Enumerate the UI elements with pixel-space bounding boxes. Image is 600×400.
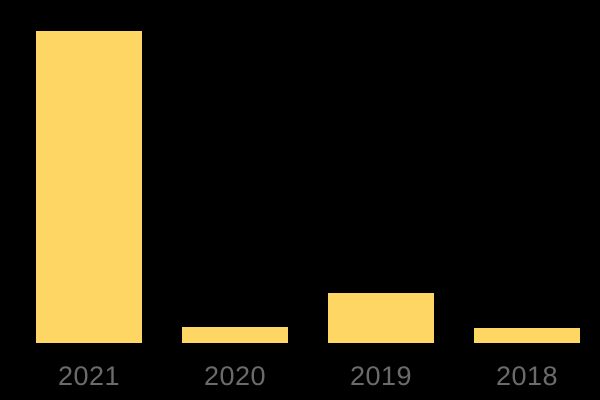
bar-2020 (182, 327, 288, 343)
x-tick-label-2019: 2019 (349, 361, 413, 391)
bar-2018 (474, 328, 580, 343)
bar-2019 (328, 293, 434, 343)
x-tick-label-2018: 2018 (495, 361, 559, 391)
bar-2021 (36, 31, 142, 343)
x-tick-label-2021: 2021 (57, 361, 121, 391)
x-tick-label-2020: 2020 (203, 361, 267, 391)
